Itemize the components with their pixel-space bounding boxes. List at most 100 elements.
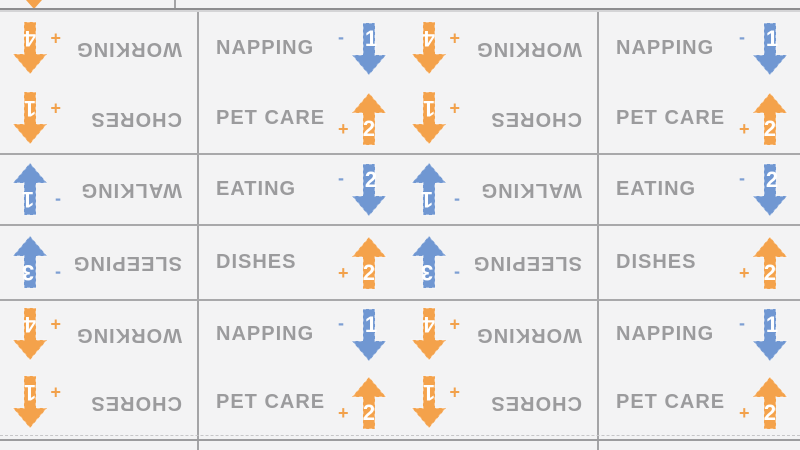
up-arrow-icon: + 4: [11, 21, 61, 76]
row-divider: [0, 299, 800, 301]
board-row: WALKING - 1 EATING - 2 WALKING: [0, 155, 800, 224]
activity-label: PET CARE: [216, 391, 326, 413]
activity-label: WORKING: [76, 324, 182, 346]
card-divider-top-offset: [174, 0, 176, 9]
plus-sign: +: [50, 382, 61, 403]
plus-sign: +: [338, 402, 349, 423]
change-value: 1: [765, 311, 779, 337]
board-space-napping[interactable]: NAPPING - 1: [600, 301, 800, 368]
change-value: 1: [420, 187, 434, 213]
board-space-chores[interactable]: CHORES + 1: [399, 368, 598, 437]
board-space-working[interactable]: WORKING + 4: [399, 13, 598, 84]
board-space-pet-care[interactable]: PET CARE + 2: [200, 84, 399, 153]
plus-sign: +: [338, 262, 349, 283]
minus-sign: -: [55, 264, 61, 285]
change-value: 1: [422, 380, 436, 406]
change-value: 2: [362, 259, 376, 285]
up-arrow-icon: + 2: [739, 375, 789, 430]
minus-sign: -: [338, 26, 344, 47]
board-space-working[interactable]: WORKING + 4: [0, 13, 198, 84]
plus-sign: +: [449, 382, 460, 403]
minus-sign: -: [338, 167, 344, 188]
plus-sign: +: [449, 314, 460, 335]
card-border-top-highlight: [0, 10, 800, 12]
card-border-bottom: [0, 439, 800, 441]
minus-sign: -: [338, 312, 344, 333]
change-value: 3: [21, 260, 35, 286]
activity-label: WALKING: [80, 179, 182, 201]
plus-sign: +: [338, 118, 349, 139]
board-space-napping[interactable]: NAPPING - 1: [200, 13, 399, 84]
activity-label: CHORES: [90, 392, 182, 414]
board-space-pet-care[interactable]: PET CARE + 2: [600, 84, 800, 153]
activity-label: WORKING: [476, 38, 582, 60]
minus-sign: -: [454, 264, 460, 285]
board-space-napping[interactable]: NAPPING - 1: [600, 13, 800, 84]
board-space-dishes[interactable]: DISHES + 2: [200, 226, 399, 299]
change-value: 1: [364, 25, 378, 51]
card-border-bottom-stitch: [0, 435, 800, 436]
plus-sign: +: [739, 118, 750, 139]
activity-label: NAPPING: [216, 37, 315, 59]
up-arrow-icon: + 4: [410, 307, 460, 362]
change-value: 2: [763, 399, 777, 425]
activity-label: WORKING: [476, 324, 582, 346]
change-value: 1: [23, 96, 37, 122]
change-value: 4: [23, 26, 37, 52]
change-value: 1: [765, 25, 779, 51]
minus-sign: -: [454, 191, 460, 212]
minus-sign: -: [739, 312, 745, 333]
activity-label: PET CARE: [216, 107, 326, 129]
change-value: 4: [23, 312, 37, 338]
activity-label: CHORES: [490, 392, 582, 414]
board-row: WORKING + 4 NAPPING - 1 WORKING: [0, 301, 800, 368]
change-value: 4: [422, 26, 436, 52]
minus-sign: -: [739, 167, 745, 188]
up-arrow-icon: + 1: [11, 375, 61, 430]
change-value: 1: [23, 380, 37, 406]
board-space-sleeping[interactable]: SLEEPING - 3: [0, 226, 198, 299]
board-space-dishes[interactable]: DISHES + 2: [600, 226, 800, 299]
board-space-eating[interactable]: EATING - 2: [600, 155, 800, 224]
down-arrow-icon: - 1: [338, 21, 388, 76]
plus-sign: +: [739, 262, 750, 283]
activity-label: PET CARE: [616, 107, 726, 129]
up-arrow-icon: + 2: [338, 375, 388, 430]
board-space-eating[interactable]: EATING - 2: [200, 155, 399, 224]
up-arrow-icon: + 2: [739, 235, 789, 290]
down-arrow-icon: - 1: [11, 162, 61, 217]
board-row: SLEEPING - 3 DISHES + 2 SLEEPING: [0, 226, 800, 299]
board-space-chores[interactable]: CHORES + 1: [0, 84, 198, 153]
activity-label: NAPPING: [216, 323, 315, 345]
board-space-pet-care[interactable]: PET CARE + 2: [600, 368, 800, 437]
up-arrow-icon: + 2: [338, 235, 388, 290]
board-space-walking[interactable]: WALKING - 1: [399, 155, 598, 224]
activity-label: SLEEPING: [472, 252, 582, 274]
board-row: CHORES + 1 PET CARE + 2 CHORES: [0, 368, 800, 437]
board-space-working[interactable]: WORKING + 4: [399, 301, 598, 368]
board-space-working[interactable]: WORKING + 4: [0, 301, 198, 368]
plus-sign: +: [50, 314, 61, 335]
change-value: 4: [422, 312, 436, 338]
up-arrow-icon: + 4: [410, 21, 460, 76]
activity-label: PET CARE: [616, 391, 726, 413]
board-space-sleeping[interactable]: SLEEPING - 3: [399, 226, 598, 299]
up-arrow-icon: + 1: [410, 91, 460, 146]
board-space-chores[interactable]: CHORES + 1: [0, 368, 198, 437]
board-space-napping[interactable]: NAPPING - 1: [200, 301, 399, 368]
plus-sign: +: [449, 28, 460, 49]
down-arrow-icon: - 3: [11, 235, 61, 290]
change-value: 2: [362, 399, 376, 425]
activity-label: WALKING: [480, 179, 582, 201]
change-value: 2: [364, 166, 378, 192]
down-arrow-icon: - 1: [739, 21, 789, 76]
minus-sign: -: [55, 191, 61, 212]
change-value: 1: [422, 96, 436, 122]
down-arrow-icon: - 3: [410, 235, 460, 290]
plus-sign: +: [449, 98, 460, 119]
change-value: 2: [763, 115, 777, 141]
board-space-walking[interactable]: WALKING - 1: [0, 155, 198, 224]
board-space-chores[interactable]: CHORES + 1: [399, 84, 598, 153]
up-arrow-icon: + 4: [11, 307, 61, 362]
board-space-pet-care[interactable]: PET CARE + 2: [200, 368, 399, 437]
